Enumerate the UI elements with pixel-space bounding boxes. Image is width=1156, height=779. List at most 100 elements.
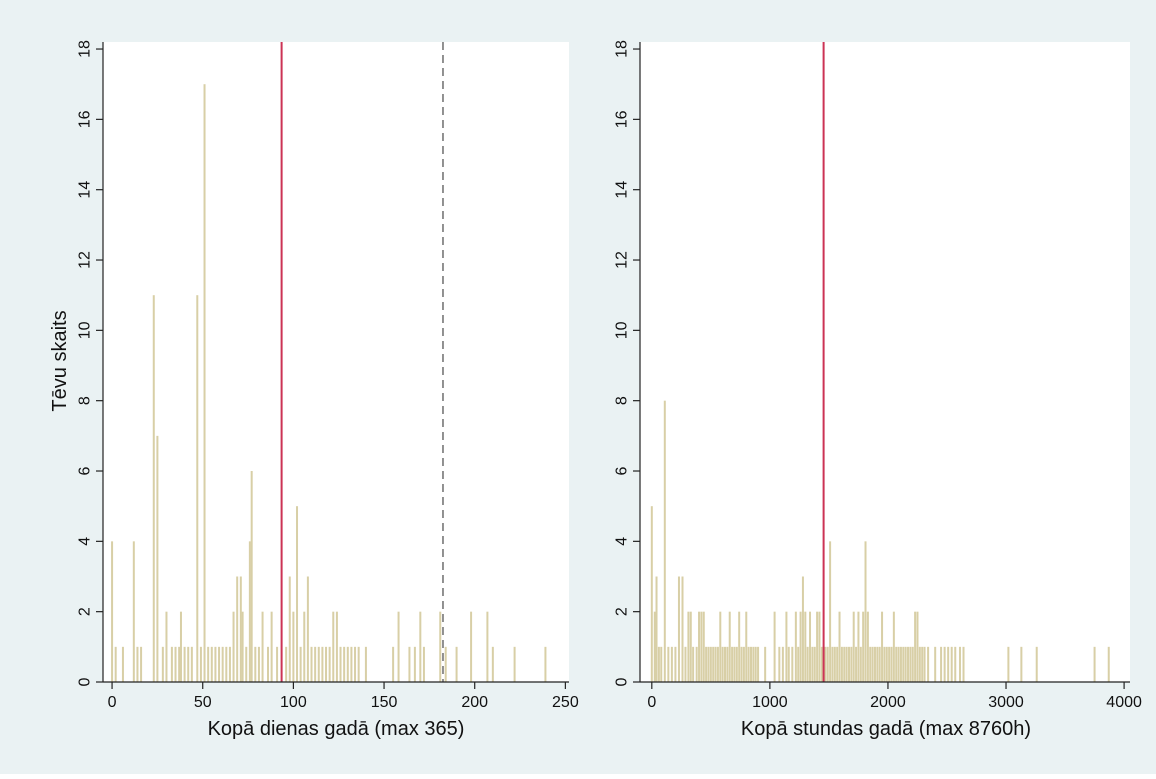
histogram-bar: [114, 646, 117, 682]
histogram-bar: [203, 84, 206, 682]
histogram-bar: [178, 646, 181, 682]
histogram-bar: [136, 646, 139, 682]
histogram-bar: [321, 646, 324, 682]
histogram-bar: [850, 646, 853, 682]
histogram-bar: [840, 646, 843, 682]
histogram-bar: [918, 646, 921, 682]
right-x-axis-title: Kopā stundas gadā (max 8760h): [741, 718, 1031, 740]
histogram-bar: [781, 646, 784, 682]
histogram-bar: [276, 646, 279, 682]
y-tick-label: 6: [614, 466, 631, 475]
y-tick-label: 6: [77, 466, 94, 475]
histogram-bar: [684, 646, 687, 682]
histogram-bar: [261, 611, 264, 682]
histogram-bar: [833, 646, 836, 682]
histogram-bar: [292, 611, 295, 682]
histogram-bar: [885, 646, 888, 682]
histogram-bar: [747, 646, 750, 682]
histogram-bar: [236, 576, 239, 682]
histogram-bar: [883, 646, 886, 682]
left-x-axis-title: Kopā dienas gadā (max 365): [208, 718, 465, 740]
histogram-bar: [934, 646, 937, 682]
left-axes: 0 2 4 6 8 10 12 14 16 18 0 50 100 150 200 250: [77, 40, 579, 711]
histogram-bar: [156, 435, 159, 682]
x-tick-label: 3000: [988, 694, 1024, 711]
x-tick-label: 0: [647, 694, 656, 711]
histogram-bar: [1007, 646, 1010, 682]
y-tick-label: 0: [614, 677, 631, 686]
histogram-bar: [852, 611, 855, 682]
histogram-bar: [847, 646, 850, 682]
histogram-bar: [927, 646, 930, 682]
histogram-bar: [140, 646, 143, 682]
histogram-bar: [660, 646, 663, 682]
x-tick-label: 250: [552, 694, 579, 711]
histogram-bar: [413, 646, 416, 682]
histogram-bar: [752, 646, 755, 682]
histogram-bar: [199, 646, 202, 682]
y-tick-label: 8: [614, 396, 631, 405]
y-tick-label: 14: [614, 181, 631, 199]
histogram-bar: [836, 646, 839, 682]
histogram-bar: [724, 646, 727, 682]
histogram-bar: [310, 646, 313, 682]
histogram-bar: [899, 646, 902, 682]
histogram-bar: [829, 541, 832, 682]
histogram-bar: [1093, 646, 1096, 682]
histogram-bar: [716, 646, 719, 682]
histogram-bar: [214, 646, 217, 682]
histogram-bar: [862, 611, 865, 682]
histogram-bar: [801, 576, 804, 682]
histogram-bar: [354, 646, 357, 682]
histogram-bar: [911, 646, 914, 682]
histogram-bar: [328, 646, 331, 682]
histogram-bar: [721, 646, 724, 682]
histogram-bar: [785, 611, 788, 682]
y-tick-label: 16: [614, 110, 631, 128]
histogram-bar: [958, 646, 961, 682]
histogram-bar: [439, 611, 442, 682]
histogram-bar: [179, 611, 182, 682]
histogram-bar: [655, 576, 658, 682]
histogram-bar: [296, 506, 299, 682]
y-tick-label: 2: [614, 607, 631, 616]
x-tick-label: 50: [194, 694, 212, 711]
histogram-bar: [707, 646, 710, 682]
histogram-bar: [121, 646, 124, 682]
histogram-bar: [1107, 646, 1110, 682]
histogram-bar: [787, 646, 790, 682]
histogram-bar: [843, 646, 846, 682]
histogram-bar: [806, 646, 809, 682]
histogram-bar: [797, 646, 800, 682]
y-tick-label: 10: [614, 321, 631, 339]
histogram-bar: [728, 611, 731, 682]
histogram-bar: [773, 611, 776, 682]
histogram-bar: [314, 646, 317, 682]
histogram-bar: [111, 541, 114, 682]
x-tick-label: 2000: [870, 694, 906, 711]
histogram-bar: [335, 611, 338, 682]
histogram-bar: [161, 646, 164, 682]
histogram-bar: [864, 541, 867, 682]
y-tick-label: 14: [77, 181, 94, 199]
histogram-bar: [809, 611, 812, 682]
histogram-bar: [285, 646, 288, 682]
histogram-bar: [392, 646, 395, 682]
x-tick-label: 150: [371, 694, 398, 711]
histogram-bar: [232, 611, 235, 682]
histogram-bar: [332, 611, 335, 682]
histogram-bar: [267, 646, 269, 682]
histogram-bar: [731, 646, 734, 682]
histogram-bar: [695, 646, 698, 682]
histogram-bar: [1035, 646, 1038, 682]
histogram-bar: [950, 646, 953, 682]
histogram-bar: [838, 611, 841, 682]
y-tick-label: 12: [77, 251, 94, 269]
histogram-bar: [245, 646, 248, 682]
histogram-bar: [218, 646, 221, 682]
histogram-bar: [677, 576, 680, 682]
histogram-bar: [650, 506, 653, 682]
histogram-bar: [714, 646, 717, 682]
y-tick-label: 2: [77, 607, 94, 616]
